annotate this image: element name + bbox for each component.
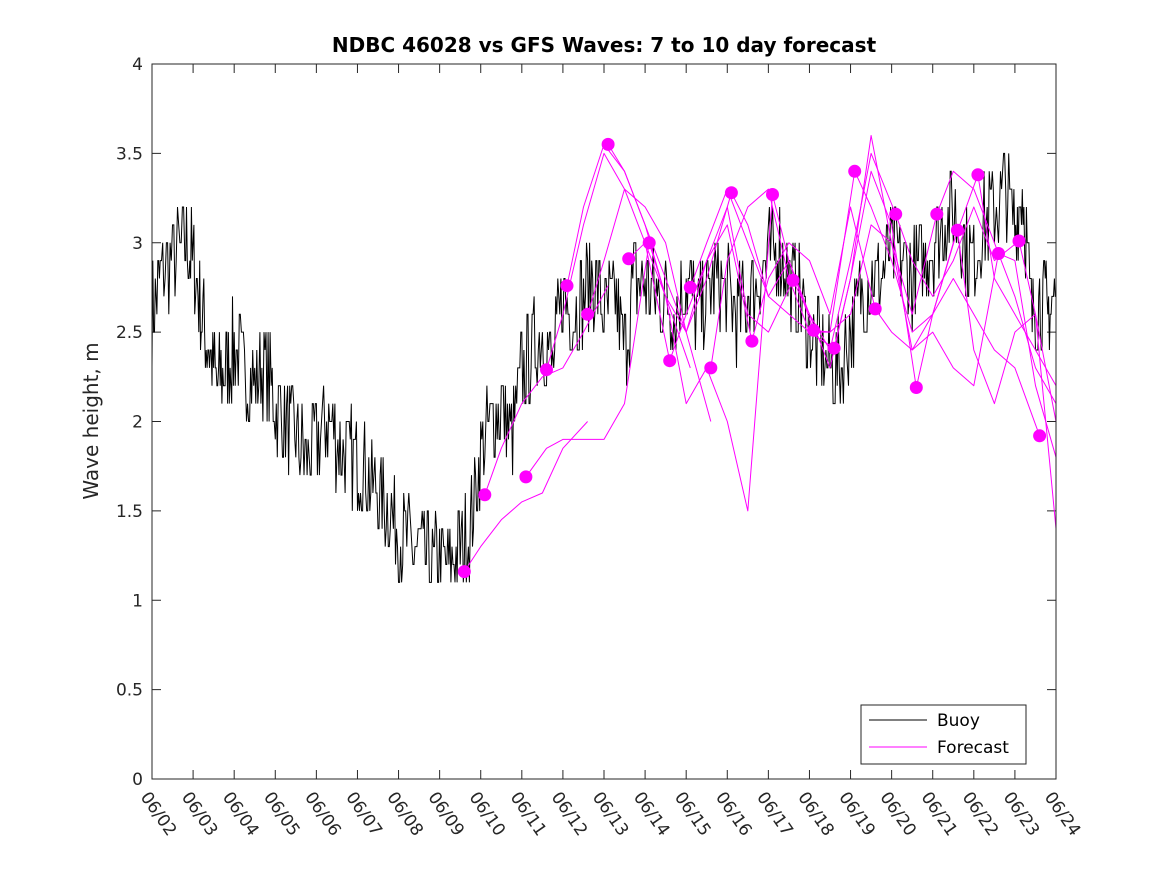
forecast-series-line	[874, 253, 999, 387]
forecast-marker	[478, 488, 492, 502]
legend: Buoy Forecast	[860, 704, 1027, 765]
y-tick-label: 4	[132, 55, 143, 75]
forecast-series-line	[936, 170, 1057, 404]
forecast-marker	[540, 363, 553, 377]
forecast-series-line	[956, 230, 1057, 422]
legend-buoy-label: Buoy	[937, 711, 980, 731]
y-tick-label: 0	[132, 770, 143, 790]
y-tick-label: 2	[132, 413, 143, 433]
plot-data	[151, 135, 1057, 583]
forecast-series-line	[669, 206, 794, 361]
forecast-marker	[560, 279, 574, 293]
forecast-marker	[724, 186, 738, 200]
legend-box	[860, 704, 1027, 765]
forecast-marker	[1012, 234, 1026, 248]
y-tick-label: 3.5	[116, 144, 143, 164]
forecast-marker	[601, 137, 615, 151]
forecast-marker	[581, 307, 595, 321]
forecast-marker	[930, 207, 944, 221]
forecast-marker	[683, 280, 697, 294]
forecast-marker	[1033, 429, 1047, 443]
forecast-series-line	[525, 242, 650, 478]
forecast-series-line	[463, 421, 588, 572]
legend-forecast-label: Forecast	[937, 738, 1009, 758]
forecast-series-line	[854, 171, 979, 333]
forecast-marker	[663, 354, 677, 368]
forecast-series-line	[751, 206, 876, 342]
forecast-series-line	[977, 174, 1057, 386]
forecast-marker	[642, 236, 656, 250]
forecast-marker	[519, 470, 533, 484]
y-tick-label: 3	[132, 234, 143, 254]
forecast-series-line	[813, 213, 938, 333]
y-tick-label: 1	[132, 591, 143, 611]
forecast-series-line	[895, 206, 1020, 297]
y-tick-label: 2.5	[116, 323, 143, 343]
forecast-marker	[622, 252, 636, 266]
plot-frame	[151, 63, 1057, 780]
forecast-marker	[704, 361, 718, 375]
forecast-marker	[868, 302, 882, 316]
y-axis-label: Wave height, m	[79, 342, 103, 499]
forecast-marker	[889, 207, 903, 221]
y-tick-label: 0.5	[116, 681, 143, 701]
forecast-series-line	[915, 278, 1041, 436]
forecast-marker	[971, 168, 985, 182]
forecast-marker	[807, 323, 821, 337]
forecast-series-line	[607, 144, 732, 333]
forecast-marker	[766, 188, 779, 201]
forecast-series-line	[1018, 240, 1057, 529]
forecast-marker	[827, 341, 841, 355]
chart-title: NDBC 46028 vs GFS Waves: 7 to 10 day for…	[332, 33, 877, 57]
y-tick-label: 1.5	[116, 502, 143, 522]
forecast-marker	[909, 381, 923, 394]
forecast-marker	[848, 164, 862, 178]
forecast-marker	[786, 273, 800, 287]
forecast-marker	[992, 247, 1005, 260]
forecast-marker	[457, 565, 471, 579]
forecast-marker	[950, 223, 964, 237]
forecast-series-line	[484, 285, 609, 495]
forecast-marker	[745, 334, 759, 348]
